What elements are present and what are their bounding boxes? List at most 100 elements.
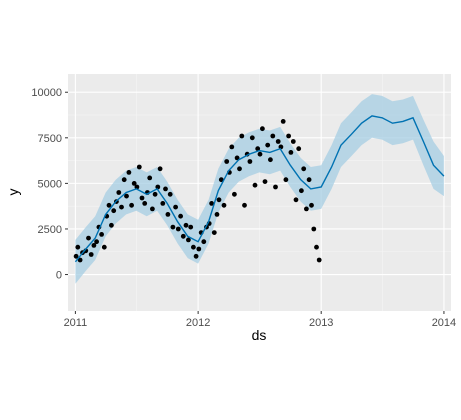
y-tick-label: 10000 — [31, 87, 62, 99]
observed-point — [242, 202, 247, 208]
observed-point — [167, 191, 173, 197]
x-tick-label: 2012 — [186, 317, 210, 329]
observed-point — [165, 212, 171, 217]
observed-point — [299, 188, 304, 194]
observed-point — [283, 177, 289, 183]
observed-point — [224, 159, 230, 164]
y-tick-label: 2500 — [38, 224, 62, 236]
observed-point — [252, 182, 258, 188]
observed-point — [304, 206, 309, 212]
forecast-yhat-line — [74, 115, 445, 263]
observed-point — [218, 177, 224, 183]
observed-point — [216, 197, 222, 203]
observed-point — [286, 133, 291, 139]
observed-point — [134, 184, 140, 190]
observed-point — [160, 201, 166, 206]
observed-point — [124, 193, 129, 199]
observed-point — [314, 244, 319, 250]
x-tick-label: 2014 — [432, 317, 456, 329]
observed-point — [288, 150, 294, 155]
observed-point — [116, 190, 122, 195]
observed-point — [247, 159, 253, 164]
forecast-line — [74, 115, 445, 263]
observed-point — [142, 201, 148, 206]
observed-point — [77, 257, 83, 263]
observed-point — [170, 224, 176, 230]
observed-point — [221, 202, 227, 208]
observed-point — [237, 166, 242, 172]
observed-point — [101, 244, 107, 250]
observed-point — [139, 195, 145, 201]
observed-point — [178, 213, 184, 219]
observed-point — [121, 177, 127, 183]
observed-point — [249, 135, 255, 141]
axis-ticks — [65, 91, 445, 314]
observed-point — [273, 184, 278, 190]
observed-point — [262, 179, 268, 185]
observed-point — [293, 197, 299, 203]
observed-point — [191, 244, 196, 250]
observed-point — [188, 224, 194, 230]
observed-point — [75, 244, 81, 250]
x-tick-label: 2013 — [309, 317, 333, 329]
observed-point — [99, 232, 104, 237]
observed-point — [73, 253, 79, 259]
observed-point — [268, 157, 273, 163]
observed-point — [316, 257, 322, 263]
observed-point — [275, 139, 281, 144]
uncertainty-interval — [75, 94, 444, 284]
observed-point — [306, 177, 312, 183]
interval-band — [75, 94, 444, 284]
observed-point — [260, 126, 265, 132]
observed-point — [196, 246, 202, 252]
y-tick-label: 5000 — [38, 178, 62, 190]
observed-point — [193, 253, 199, 259]
observed-point — [152, 191, 158, 197]
observed-point — [180, 233, 186, 239]
observed-point — [88, 252, 94, 257]
observed-point — [290, 139, 296, 144]
y-tick-label: 0 — [56, 270, 62, 282]
observed-point — [136, 164, 142, 170]
observed-point — [150, 206, 155, 212]
observed-point — [229, 144, 235, 150]
observed-point — [91, 243, 97, 248]
x-axis-title: ds — [252, 327, 267, 343]
observed-point — [232, 191, 237, 197]
observed-point — [111, 208, 117, 214]
x-tick-label: 2011 — [64, 317, 88, 329]
observed-point — [147, 175, 153, 181]
observed-point — [109, 222, 114, 228]
observed-point — [255, 146, 261, 152]
observed-point — [211, 230, 217, 236]
observed-point — [183, 222, 189, 228]
observed-point — [311, 226, 317, 232]
observed-point — [309, 202, 314, 208]
observed-point — [106, 202, 112, 208]
observed-point — [301, 166, 307, 172]
observed-point — [257, 151, 263, 157]
observed-point — [280, 119, 286, 124]
observed-point — [201, 239, 207, 245]
observed-point — [157, 166, 163, 172]
observed-point — [296, 146, 302, 152]
observed-point — [163, 186, 168, 192]
y-axis-title: y — [5, 189, 21, 196]
observed-point — [86, 235, 91, 241]
observed-point — [234, 155, 240, 161]
observed-point — [265, 142, 271, 148]
axis-tick-labels: 2011 2012 2013 2014 0 2500 5000 7500 10000 — [31, 87, 456, 329]
observed-points — [73, 119, 322, 263]
observed-point — [239, 133, 245, 139]
observed-point — [186, 237, 191, 243]
observed-point — [175, 226, 181, 232]
observed-point — [129, 202, 135, 208]
observed-point — [214, 212, 220, 217]
observed-point — [209, 201, 215, 206]
y-tick-label: 7500 — [38, 133, 62, 145]
observed-point — [126, 170, 132, 175]
observed-point — [173, 204, 179, 210]
observed-point — [131, 181, 137, 186]
observed-point — [155, 184, 161, 190]
observed-point — [119, 204, 124, 210]
